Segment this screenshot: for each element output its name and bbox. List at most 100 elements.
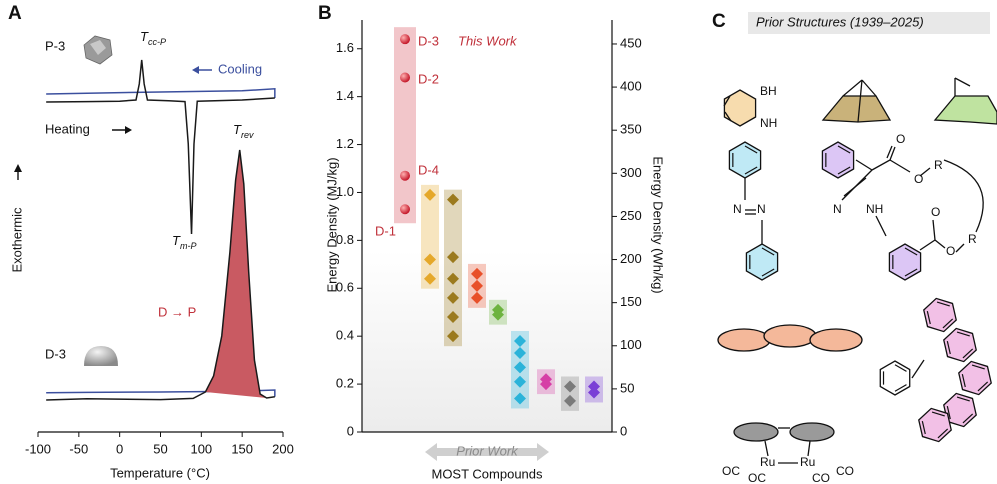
subscript: rev [241,130,254,140]
ring [879,360,911,396]
series-label: Heating [45,121,90,136]
point [514,375,526,388]
double-bond [744,145,758,154]
panel-title: Prior Structures (1939–2025) [756,14,924,29]
structures [717,77,997,464]
series-label: Cooling [218,61,262,76]
atom: R [934,158,943,172]
ring [888,243,922,281]
atom: R [968,232,977,246]
y2-tick-label: 50 [620,380,634,395]
annotation: Tm-P [172,233,196,251]
atom: CO [812,471,830,484]
y-tick-label: 0.8 [336,232,354,247]
atom: NH [866,202,883,216]
ring [723,89,757,127]
point [514,346,526,359]
x-tick-label: 200 [272,441,294,456]
bond [875,215,887,237]
line [46,88,276,98]
double-arrow [425,443,549,461]
double-bond [961,373,966,388]
atom: CO [836,464,854,478]
y-axis-title: Energy Density (MJ/kg) [324,157,339,292]
atom: OC [722,464,740,478]
y-tick-label: 1.0 [336,184,354,199]
x-tick-label: 50 [153,441,167,456]
point [424,272,436,285]
ring [728,141,762,179]
x-tick-label: -50 [69,441,88,456]
point [447,311,459,324]
double-bond [956,396,970,402]
atom: BH [760,84,777,98]
annotation: Trev [233,122,254,140]
y2-axis-title: Energy Density (Wh/kg) [651,156,666,293]
bicyclic [821,95,892,123]
double-bond [837,166,851,175]
y2-tick-label: 300 [620,165,642,180]
symbol: T [172,233,181,248]
group-band [421,184,439,289]
cp-ring [789,422,835,442]
bond [955,243,965,253]
bond [954,77,971,87]
bond [886,145,893,159]
double-bond [894,384,907,392]
annotation: Tcc-P [140,29,166,47]
line [46,389,276,397]
point-label: D-3 [418,33,439,48]
point [471,279,483,292]
double-bond [937,428,949,439]
ring [763,324,817,348]
double-bond [946,405,951,420]
bond [889,159,911,173]
bond [932,219,936,241]
y2-tick-label: 250 [620,208,642,223]
atom: NH [760,116,777,130]
y2-tick-label: 0 [620,423,627,438]
double-bond [942,318,954,329]
y2-tick-label: 400 [620,79,642,94]
point [471,291,483,304]
annotation: Prior Work [456,443,519,458]
point [400,72,410,83]
atom: O [896,132,905,146]
double-bond [956,331,970,337]
annotation: This Work [458,33,518,48]
arrowhead [192,66,199,74]
cp-ring [733,422,779,442]
atom: O [946,244,955,258]
title-box [748,12,990,34]
x-tick-label: 0 [116,441,123,456]
double-bond [926,310,931,325]
area [205,150,267,398]
linker [943,159,984,233]
atom: O [914,172,923,186]
point [447,330,459,343]
point [471,267,483,280]
atom: Ru [800,455,815,469]
bond [889,146,896,161]
point [447,272,459,285]
subscript: m-P [180,241,197,251]
point [564,394,576,407]
panel-label: A [8,3,22,24]
y2-tick-label: 150 [620,294,642,309]
ring [809,328,863,352]
y-tick-label: 0.2 [336,376,354,391]
bond [723,95,731,107]
y-tick-label: 1.6 [336,40,354,55]
atom: N [757,202,766,216]
y2-tick-label: 450 [620,35,642,50]
y2-tick-label: 200 [620,251,642,266]
point [400,34,410,45]
bond [861,79,877,97]
panel-label: B [318,3,332,24]
bond [843,177,867,197]
y2-tick-label: 100 [620,337,642,352]
atom: N [733,202,742,216]
annotation: D-3 [45,346,66,361]
y-axis-title: Exothermic [9,207,24,273]
line [46,149,275,401]
